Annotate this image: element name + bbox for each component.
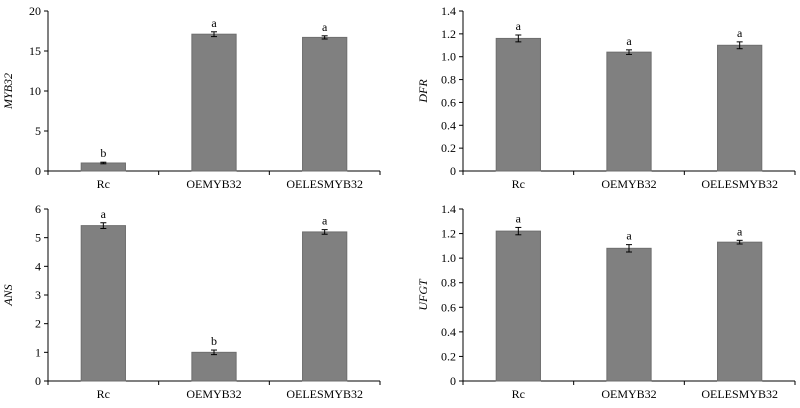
y-axis-label: DFR: [416, 79, 430, 104]
category-label: Rc: [512, 177, 525, 191]
category-label: Rc: [97, 177, 110, 191]
y-tick-label: 3: [35, 288, 41, 302]
chart-panel-4: 0 0.2 0.4 0.6 0.8 1.0 1.2 1.4 UFGT a Rc a OEMYB32 a OE…: [416, 202, 796, 401]
y-tick-label: 1.4: [441, 202, 456, 216]
y-tick-label: 1: [35, 345, 41, 359]
y-tick-label: 0.4: [441, 118, 456, 132]
y-tick-label: 1.0: [441, 251, 456, 265]
category-label: OEMYB32: [186, 177, 241, 191]
significance-letter: a: [516, 211, 522, 225]
chart-panel-1: 0 5 10 15 20 MYB32 b Rc a OEMYB32 a OELESMYB32: [1, 4, 381, 191]
significance-letter: a: [516, 19, 522, 33]
y-tick-label: 20: [29, 4, 41, 18]
bar-oelesmyb32: [717, 241, 763, 382]
category-label: OELESMYB32: [286, 387, 363, 401]
y-tick-label: 0: [35, 164, 41, 178]
bar-oemyb32: [606, 51, 652, 172]
significance-letter: b: [211, 334, 217, 348]
category-label: OELESMYB32: [701, 387, 778, 401]
significance-letter: a: [737, 26, 743, 40]
y-tick-label: 0.2: [441, 349, 456, 363]
y-tick-label: 15: [29, 44, 41, 58]
significance-letter: a: [322, 20, 328, 34]
y-tick-label: 0.2: [441, 141, 456, 155]
category-label: OEMYB32: [601, 177, 656, 191]
y-tick-label: 1.4: [441, 4, 456, 18]
y-tick-label: 0.6: [441, 95, 456, 109]
y-axis-label: ANS: [1, 284, 15, 306]
y-tick-label: 4: [35, 259, 41, 273]
significance-letter: a: [737, 224, 743, 238]
bar-oemyb32: [191, 33, 237, 172]
category-label: OELESMYB32: [701, 177, 778, 191]
y-axis-label: MYB32: [1, 73, 15, 110]
y-tick-label: 0.8: [441, 73, 456, 87]
y-tick-label: 2: [35, 317, 41, 331]
y-tick-label: 5: [35, 231, 41, 245]
chart-panel-2: 0 0.2 0.4 0.6 0.8 1.0 1.2 1.4 DFR a Rc a OEMYB32 a OEL…: [416, 4, 796, 191]
bar-oemyb32: [191, 351, 237, 382]
bar-oelesmyb32: [302, 36, 348, 172]
y-tick-label: 0: [450, 164, 456, 178]
y-axis-label: UFGT: [416, 278, 430, 311]
bar-oelesmyb32: [302, 231, 348, 382]
y-tick-label: 10: [29, 84, 41, 98]
category-label: OELESMYB32: [286, 177, 363, 191]
significance-letter: a: [101, 207, 107, 221]
y-tick-label: 6: [35, 202, 41, 216]
bar-rc: [495, 230, 541, 382]
significance-letter: a: [322, 214, 328, 228]
y-tick-label: 0: [35, 374, 41, 388]
chart-panel-3: 0 1 2 3 4 5 6 ANS a Rc b OEMYB32 a OELESMYB32: [1, 202, 381, 401]
y-tick-label: 1.0: [441, 50, 456, 64]
category-label: Rc: [512, 387, 525, 401]
category-label: OEMYB32: [186, 387, 241, 401]
bar-oelesmyb32: [717, 44, 763, 172]
category-label: OEMYB32: [601, 387, 656, 401]
significance-letter: b: [100, 146, 106, 160]
bar-rc: [80, 225, 126, 382]
y-tick-label: 1.2: [441, 227, 456, 241]
y-tick-label: 0.4: [441, 325, 456, 339]
y-tick-label: 5: [35, 124, 41, 138]
y-tick-label: 0: [450, 374, 456, 388]
y-tick-label: 1.2: [441, 27, 456, 41]
y-tick-label: 0.8: [441, 276, 456, 290]
bar-oemyb32: [606, 247, 652, 382]
significance-letter: a: [626, 229, 632, 243]
significance-letter: a: [211, 16, 217, 30]
bar-rc: [495, 37, 541, 172]
y-tick-label: 0.6: [441, 300, 456, 314]
significance-letter: a: [626, 34, 632, 48]
category-label: Rc: [97, 387, 110, 401]
